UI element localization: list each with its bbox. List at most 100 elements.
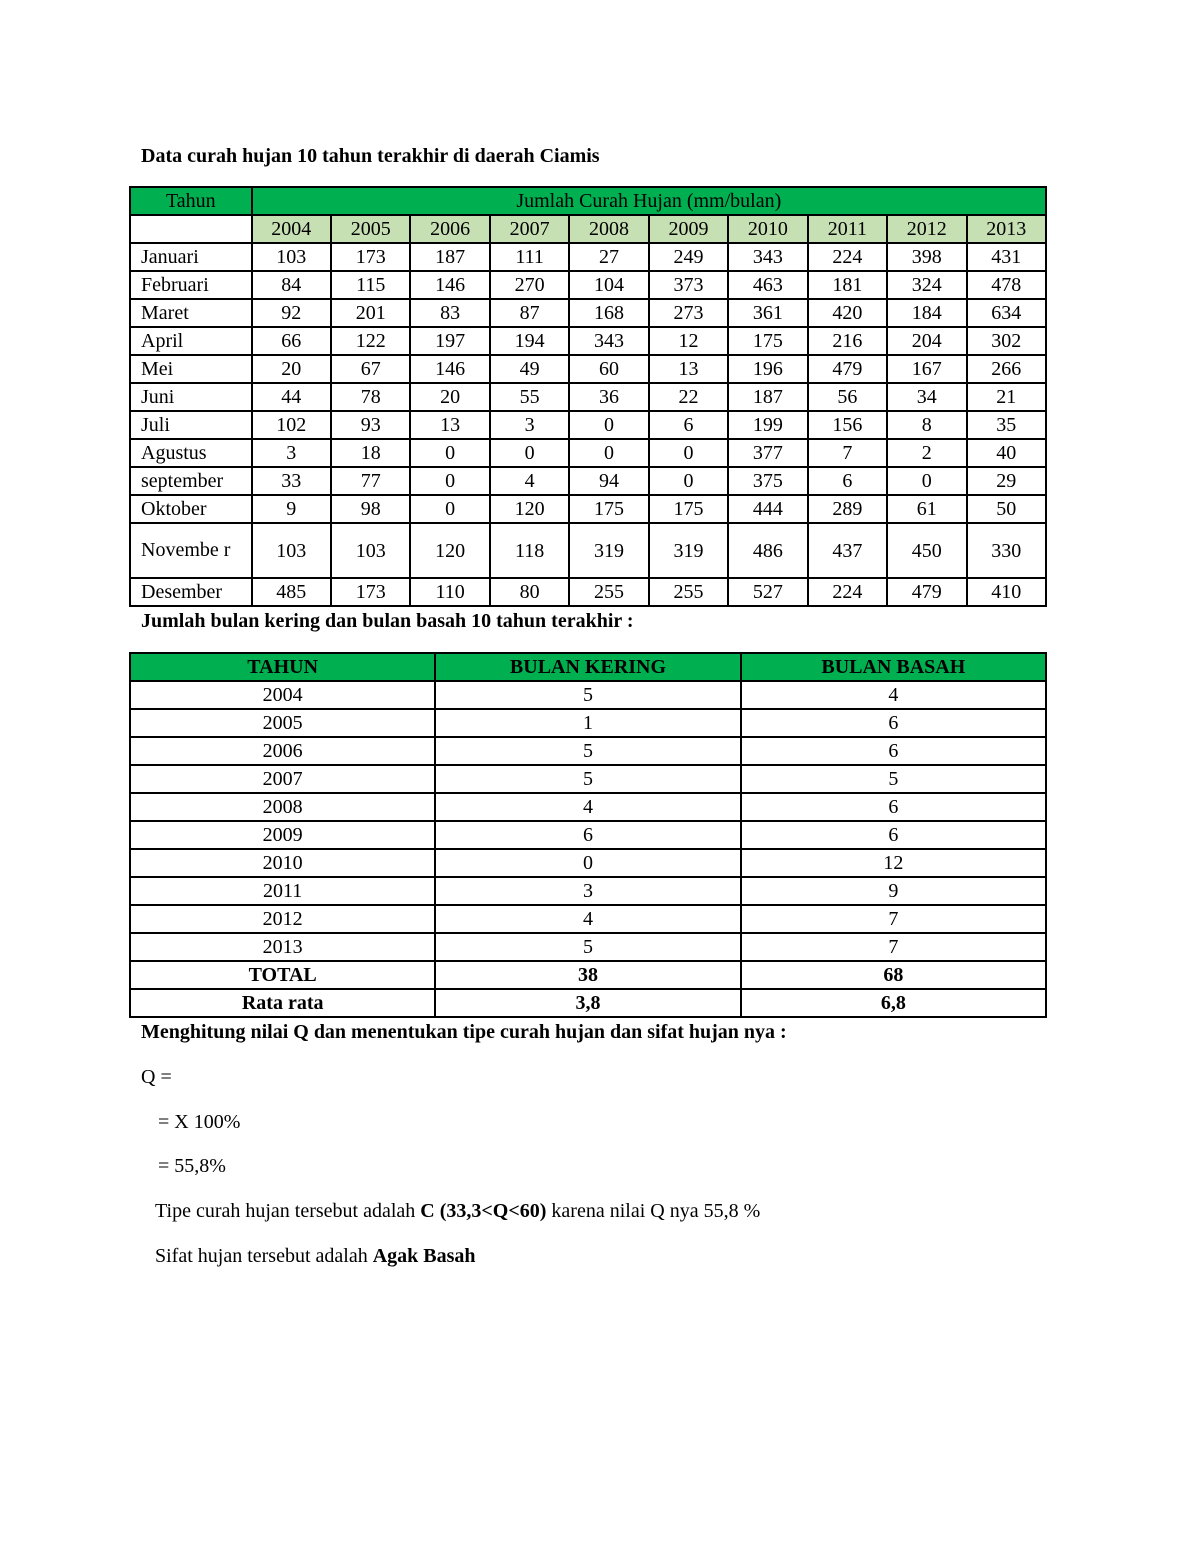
value-cell: 0 [409,494,491,524]
rain-type-value: C (33,3<Q<60) [420,1200,547,1222]
value-cell: 420 [806,298,889,328]
year-header: 2005 [330,214,412,244]
table-row: 2011 3 9 [128,876,1048,906]
value-cell: 13 [409,410,491,440]
table-row: 2007 5 5 [128,764,1048,794]
value-cell: 2007 [128,764,437,794]
header-row: TAHUN BULAN KERING BULAN BASAH [128,652,1048,682]
rain-type-suffix: karena nilai Q nya 55,8 % [546,1200,761,1222]
value-cell: 478 [965,270,1047,300]
value-cell: 0 [409,466,491,496]
value-cell: 104 [568,270,650,300]
value-cell: 7 [739,904,1048,934]
year-header: 2006 [409,214,491,244]
value-cell: 343 [727,242,809,272]
value-cell: 398 [886,242,968,272]
q-formula-line: Q = [141,1066,172,1088]
value-cell: 196 [727,354,809,384]
value-cell: 111 [488,242,571,272]
value-cell: 6 [647,410,730,440]
month-cell: Oktober [129,494,253,524]
table-row: Mei 20 67 146 49 60 13 196 479 167 266 [129,354,1047,384]
value-cell: 375 [727,466,809,496]
value-cell: 8 [886,410,968,440]
value-cell: 4 [434,904,742,934]
header-row: Tahun Jumlah Curah Hujan (mm/bulan) [129,186,1048,216]
value-cell: 302 [965,326,1047,356]
value-cell: 224 [806,577,889,607]
value-cell: 266 [965,354,1047,384]
value-cell: 122 [330,326,412,356]
year-header: 2013 [965,214,1047,244]
value-cell: 5 [434,680,742,710]
value-cell: 181 [806,270,889,300]
dry-wet-months-heading: Jumlah bulan kering dan bulan basah 10 t… [141,610,634,632]
table-row: september 33 77 0 4 94 0 375 6 0 29 [129,466,1047,496]
value-cell: 5 [434,932,742,962]
value-cell: 168 [568,298,650,328]
month-cell: Desember [129,577,253,607]
header-tahun: Tahun [129,186,253,216]
value-cell: 13 [647,354,730,384]
value-cell: 343 [568,326,650,356]
year-header: 2007 [488,214,571,244]
value-cell: 120 [409,522,491,579]
value-cell: 437 [806,522,889,579]
value-cell: 634 [965,298,1047,328]
value-cell: 6 [739,820,1048,850]
month-cell: Mei [129,354,253,384]
total-row: TOTAL 38 68 [128,960,1048,990]
year-header: 2010 [727,214,809,244]
table-row: 2009 6 6 [128,820,1048,850]
value-cell: 187 [409,242,491,272]
value-cell: 216 [806,326,889,356]
value-cell: 103 [250,522,333,579]
value-cell: 77 [330,466,412,496]
table-row: 2008 4 6 [128,792,1048,822]
table-row: Novembe r 103 103 120 118 319 319 486 437 450 330 [129,522,1047,579]
value-cell: 0 [647,466,730,496]
average-row: Rata rata 3,8 6,8 [128,988,1048,1018]
value-cell: 49 [488,354,571,384]
table-row: 2004 5 4 [128,680,1048,710]
value-cell: 35 [965,410,1047,440]
value-cell: 479 [806,354,889,384]
value-cell: 4 [434,792,742,822]
value-cell: 7 [739,932,1048,962]
q-formula-step: = X 100% [158,1111,241,1133]
value-cell: 319 [647,522,730,579]
rain-nature-statement: Sifat hujan tersebut adalah Agak Basah [155,1244,476,1268]
value-cell: 98 [330,494,412,524]
value-cell: 0 [568,438,650,468]
value-cell: 410 [965,577,1047,607]
value-cell: 2010 [128,848,437,878]
value-cell: 103 [330,522,412,579]
value-cell: 93 [330,410,412,440]
value-cell: 5 [434,764,742,794]
table-row: April 66 122 197 194 343 12 175 216 204 302 [129,326,1047,356]
value-cell: 84 [250,270,333,300]
value-cell: 486 [727,522,809,579]
value-cell: 377 [727,438,809,468]
value-cell: 175 [647,494,730,524]
value-cell: 56 [806,382,889,412]
q-result: = 55,8% [158,1155,226,1177]
value-cell: 34 [886,382,968,412]
value-cell: 0 [886,466,968,496]
value-cell: 0 [434,848,742,878]
value-cell: 118 [488,522,571,579]
value-cell: 3 [488,410,571,440]
column-header: TAHUN [128,652,437,682]
value-cell: 60 [568,354,650,384]
month-cell: Maret [129,298,253,328]
value-cell: 527 [727,577,809,607]
value-cell: 201 [330,298,412,328]
table-row: Oktober 9 98 0 120 175 175 444 289 61 50 [129,494,1047,524]
average-cell: 3,8 [434,988,742,1018]
value-cell: 224 [806,242,889,272]
table-row: 2012 4 7 [128,904,1048,934]
value-cell: 204 [886,326,968,356]
value-cell: 40 [965,438,1047,468]
table-row: Agustus 3 18 0 0 0 0 377 7 2 40 [129,438,1047,468]
value-cell: 485 [250,577,333,607]
